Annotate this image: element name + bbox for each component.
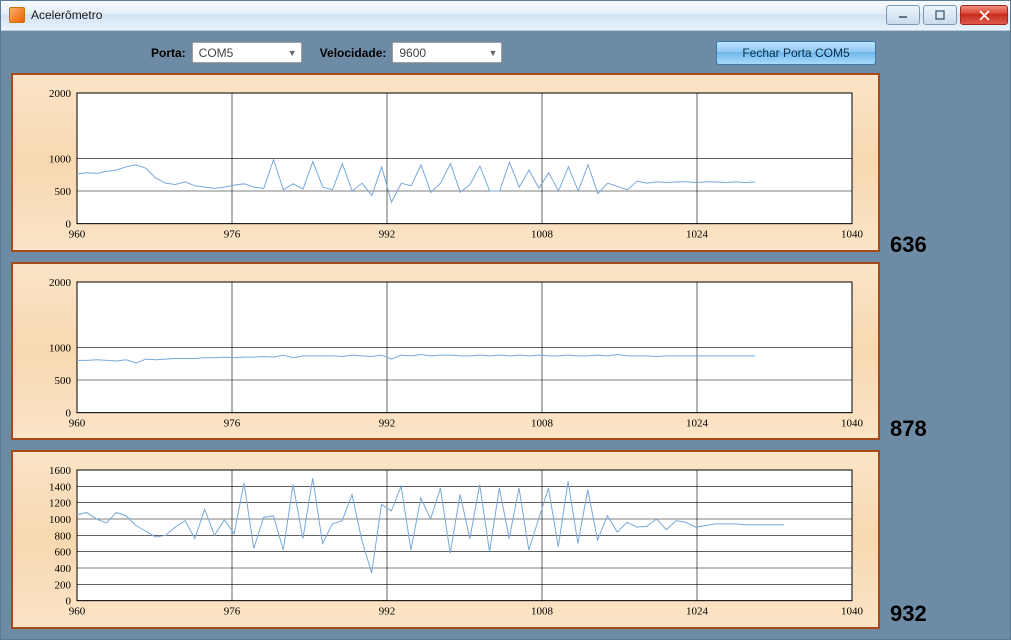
chart-2: 050010002000960976992100810241040 <box>27 274 864 435</box>
svg-text:1400: 1400 <box>49 482 72 494</box>
maximize-button[interactable] <box>923 5 957 25</box>
velocidade-select[interactable]: 9600 ▼ <box>392 42 502 63</box>
window-controls <box>883 5 1008 25</box>
app-icon <box>9 7 25 23</box>
svg-text:976: 976 <box>224 417 241 429</box>
svg-text:992: 992 <box>379 606 396 618</box>
svg-text:500: 500 <box>55 186 72 198</box>
chart-1: 050010002000960976992100810241040 <box>27 85 864 246</box>
velocidade-label: Velocidade: <box>320 46 387 60</box>
svg-text:1008: 1008 <box>531 606 554 618</box>
minimize-button[interactable] <box>886 5 920 25</box>
chart-panel-1: 050010002000960976992100810241040 <box>11 73 880 252</box>
svg-text:1024: 1024 <box>686 606 709 618</box>
titlebar: Acelerômetro <box>1 1 1010 31</box>
svg-text:976: 976 <box>224 229 241 241</box>
close-port-label: Fechar Porta COM5 <box>742 46 849 60</box>
svg-text:1040: 1040 <box>841 229 864 241</box>
svg-text:1024: 1024 <box>686 417 709 429</box>
svg-text:1000: 1000 <box>49 153 72 165</box>
chart-panel-2: 050010002000960976992100810241040 <box>11 262 880 441</box>
svg-text:992: 992 <box>379 229 396 241</box>
svg-text:960: 960 <box>69 229 86 241</box>
svg-text:1000: 1000 <box>49 514 72 526</box>
charts-container: 050010002000960976992100810241040 050010… <box>11 73 880 629</box>
readout-3: 932 <box>890 601 927 627</box>
svg-text:1008: 1008 <box>531 417 554 429</box>
window-title: Acelerômetro <box>31 8 102 22</box>
svg-text:2000: 2000 <box>49 88 72 100</box>
svg-text:200: 200 <box>55 580 72 592</box>
svg-text:992: 992 <box>379 417 396 429</box>
readout-2: 878 <box>890 416 927 442</box>
svg-text:1024: 1024 <box>686 229 709 241</box>
chart-panel-3: 0200400600800100012001400160096097699210… <box>11 450 880 629</box>
svg-text:1040: 1040 <box>841 606 864 618</box>
svg-text:1040: 1040 <box>841 417 864 429</box>
porta-value: COM5 <box>199 46 234 60</box>
svg-text:400: 400 <box>55 563 72 575</box>
svg-text:1600: 1600 <box>49 465 72 477</box>
svg-text:1008: 1008 <box>531 229 554 241</box>
readout-1: 636 <box>890 232 927 258</box>
chart-3: 0200400600800100012001400160096097699210… <box>27 462 864 623</box>
svg-text:1200: 1200 <box>49 498 72 510</box>
porta-select[interactable]: COM5 ▼ <box>192 42 302 63</box>
svg-text:600: 600 <box>55 547 72 559</box>
svg-text:960: 960 <box>69 417 86 429</box>
svg-text:800: 800 <box>55 531 72 543</box>
svg-text:2000: 2000 <box>49 277 72 289</box>
porta-label: Porta: <box>151 46 186 60</box>
chevron-down-icon: ▼ <box>488 48 497 58</box>
svg-text:976: 976 <box>224 606 241 618</box>
readout-column: 636 878 932 <box>880 39 1000 629</box>
svg-text:500: 500 <box>55 375 72 387</box>
close-port-button[interactable]: Fechar Porta COM5 <box>716 41 876 65</box>
svg-text:1000: 1000 <box>49 342 72 354</box>
chevron-down-icon: ▼ <box>288 48 297 58</box>
client-area: Porta: COM5 ▼ Velocidade: 9600 ▼ Fechar … <box>1 31 1010 639</box>
toolbar: Porta: COM5 ▼ Velocidade: 9600 ▼ Fechar … <box>11 39 880 73</box>
svg-text:960: 960 <box>69 606 86 618</box>
close-button[interactable] <box>960 5 1008 25</box>
app-window: Acelerômetro Porta: COM5 ▼ Velocidade: 9… <box>0 0 1011 640</box>
velocidade-value: 9600 <box>399 46 426 60</box>
